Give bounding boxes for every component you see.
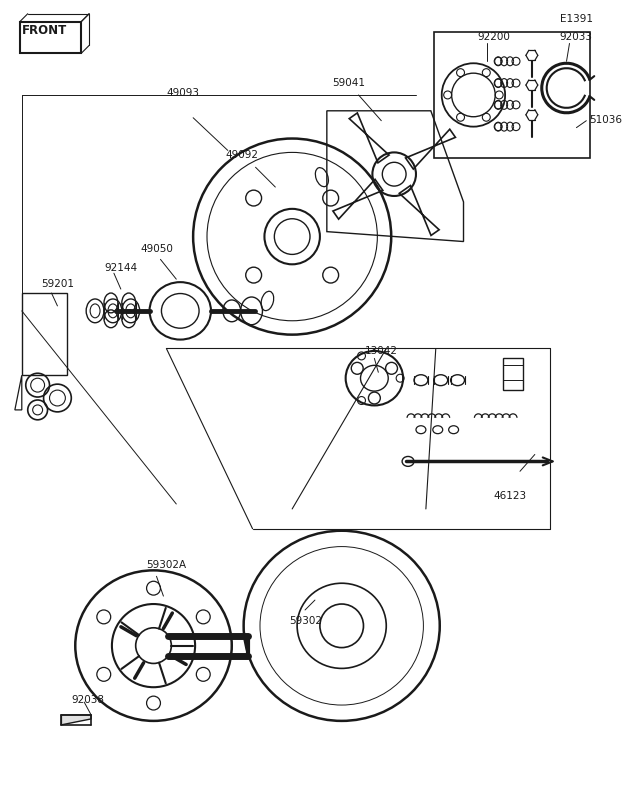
- Polygon shape: [62, 715, 91, 725]
- Bar: [20, 22, 81, 54]
- Text: 59302A: 59302A: [146, 561, 187, 570]
- Bar: [503, 358, 523, 390]
- Text: 59201: 59201: [41, 279, 75, 289]
- Text: 59302: 59302: [290, 616, 322, 626]
- Text: 51036: 51036: [589, 114, 622, 125]
- Text: 49092: 49092: [226, 150, 259, 161]
- Text: 49093: 49093: [166, 88, 199, 98]
- Text: 92038: 92038: [72, 695, 104, 705]
- Text: 49050: 49050: [141, 243, 173, 254]
- Text: 92200: 92200: [477, 31, 511, 42]
- Text: E1391: E1391: [560, 14, 593, 24]
- Bar: [434, 31, 590, 158]
- Text: FRONT: FRONT: [22, 24, 67, 37]
- Text: 92144: 92144: [104, 263, 137, 274]
- Text: 92033: 92033: [560, 31, 593, 42]
- Text: 59041: 59041: [332, 78, 365, 88]
- Text: 46123: 46123: [493, 491, 526, 501]
- Text: 13042: 13042: [364, 346, 398, 355]
